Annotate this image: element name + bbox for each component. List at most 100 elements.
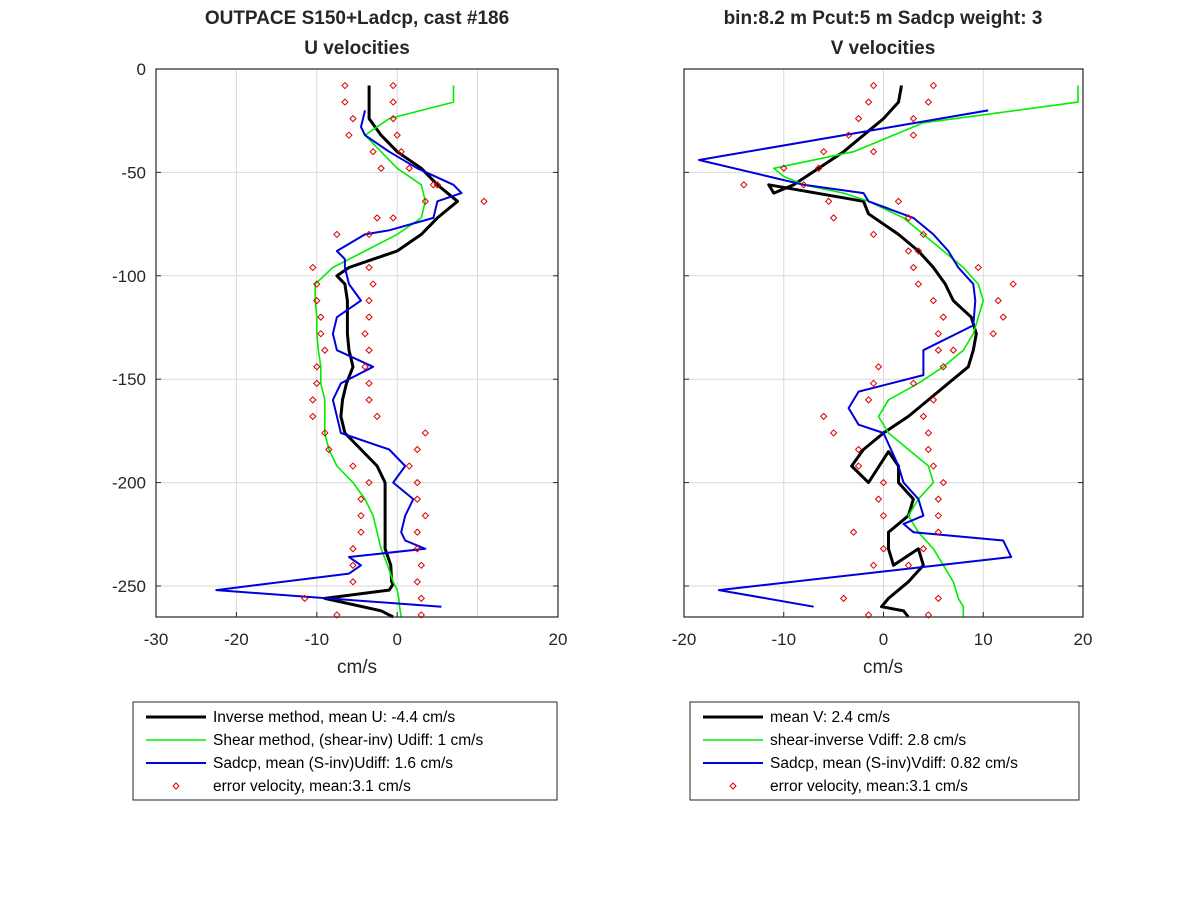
v-error-marker (879, 511, 888, 520)
u-error-marker (373, 214, 381, 222)
u-grid (155, 68, 559, 617)
u-error-marker (365, 296, 373, 305)
v-error-marker (904, 214, 913, 222)
u-ytick-label: -200 (112, 474, 146, 493)
u-error-marker (325, 445, 333, 454)
u-error-marker (417, 611, 426, 619)
u-xtick-label: 20 (549, 630, 568, 649)
u-error-marker (397, 148, 405, 156)
v-error-marker (919, 545, 928, 553)
v-error-marker (864, 98, 873, 106)
v-error-marker (854, 462, 863, 470)
u-error-marker (365, 346, 373, 354)
u-error-marker (357, 528, 365, 536)
u-error-marker (345, 131, 353, 139)
v-error-marker (909, 114, 918, 123)
v-error-marker (909, 379, 918, 388)
u-title-line2: U velocities (304, 38, 410, 59)
u-error-marker (313, 379, 321, 388)
v-error-marker (924, 98, 933, 106)
u-error-marker (309, 396, 317, 404)
v-error-marker (934, 346, 943, 354)
v-error-marker (924, 445, 933, 454)
u-error-marker (341, 98, 349, 106)
v-error-marker (999, 313, 1007, 321)
v-error-marker (924, 611, 933, 619)
v-xtick-label: 0 (879, 630, 888, 649)
u-ytick-label: -150 (112, 370, 146, 389)
u-error-marker (365, 313, 373, 321)
v-error-marker (849, 528, 858, 536)
u-error-marker (349, 561, 357, 570)
u-error-marker (333, 611, 341, 619)
u-legend-label-sadcp: Sadcp, mean (S-inv)Udiff: 1.6 cm/s (213, 755, 453, 772)
u-error-marker (405, 164, 413, 172)
u-error-marker (301, 594, 309, 603)
u-xtick-label: 0 (392, 630, 401, 649)
v-title-line1: bin:8.2 m Pcut:5 m Sadcp weight: 3 (724, 8, 1043, 29)
v-velocity-panel: -20 -10 0 10 20 bin:8.2 m Pcut:5 m Sadcp wei… (672, 8, 1092, 801)
u-error-marker (417, 594, 426, 603)
u-error-marker (413, 478, 422, 487)
u-error-marker (349, 578, 357, 586)
u-ytick-label: -50 (121, 163, 146, 182)
u-series-sadcp-line (215, 110, 463, 608)
u-error-marker (369, 280, 377, 288)
v-series-sadcp-line (698, 109, 1013, 608)
v-error-marker (929, 396, 938, 404)
u-error-marker (349, 545, 357, 553)
u-error-marker (413, 495, 422, 503)
v-error-marker (939, 363, 948, 371)
v-error-marker (874, 363, 883, 371)
u-data (215, 81, 488, 619)
u-error-marker (361, 363, 369, 371)
u-error-marker (309, 263, 317, 272)
v-error-marker (894, 197, 903, 206)
v-error-marker (934, 528, 943, 536)
v-error-marker (864, 396, 873, 404)
v-xlabel: cm/s (863, 657, 903, 678)
v-error-marker (829, 214, 838, 222)
v-error-marker (939, 313, 948, 321)
v-error-marker (819, 148, 828, 156)
u-title-line1: OUTPACE S150+Ladcp, cast #186 (205, 8, 509, 29)
v-error-marker (929, 81, 938, 90)
u-error-marker (365, 396, 373, 404)
v-error-marker (919, 230, 928, 239)
u-error-marker (365, 230, 373, 239)
u-error-marker (357, 495, 365, 503)
u-error-marker (421, 197, 430, 206)
v-data (698, 81, 1079, 619)
u-error-marker (333, 230, 341, 239)
v-error-marker (780, 164, 788, 172)
u-error-marker (365, 379, 373, 388)
v-error-marker (914, 280, 923, 288)
v-error-marker (829, 429, 838, 437)
u-ticks: -30 -20 -10 0 200-50-100-150-200-250 (112, 60, 567, 649)
v-error-marker (934, 511, 943, 520)
v-error-marker (869, 230, 878, 239)
u-axes-box (155, 68, 559, 618)
v-error-marker (854, 114, 863, 123)
u-error-marker (417, 561, 426, 570)
u-error-marker (429, 181, 438, 189)
u-error-marker (321, 346, 329, 354)
v-error-marker (929, 296, 938, 305)
v-legend-label-shear: shear-inverse Vdiff: 2.8 cm/s (770, 732, 966, 749)
v-error-marker (909, 131, 918, 139)
u-error-marker (341, 81, 349, 90)
v-error-marker (824, 197, 833, 206)
u-ytick-label: -100 (112, 267, 146, 286)
u-xtick-label: -10 (305, 630, 330, 649)
v-series-shear-line (772, 85, 1079, 617)
v-error-marker (934, 329, 943, 338)
u-error-marker (365, 263, 373, 272)
v-error-marker (740, 181, 748, 189)
v-ticks: -20 -10 0 10 20 (672, 68, 1092, 649)
u-legend-label-error: error velocity, mean:3.1 cm/s (213, 778, 411, 795)
v-error-marker (799, 181, 808, 189)
u-error-marker (405, 462, 413, 470)
v-error-marker (989, 329, 997, 338)
u-error-marker (313, 363, 321, 371)
